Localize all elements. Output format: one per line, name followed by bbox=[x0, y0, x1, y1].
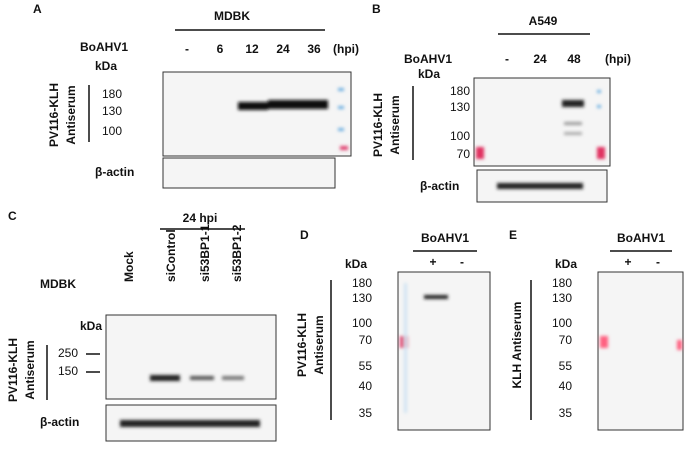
marker: 180 bbox=[450, 84, 470, 98]
kda: kDa bbox=[345, 257, 367, 271]
blot bbox=[597, 271, 684, 431]
blots bbox=[105, 71, 684, 442]
marker: 100 bbox=[102, 124, 122, 138]
lane-label: 6 bbox=[217, 42, 224, 56]
panel-letter: B bbox=[372, 2, 381, 16]
marker: 70 bbox=[457, 147, 471, 161]
lane-label: Mock bbox=[122, 251, 136, 282]
blot bbox=[162, 157, 336, 189]
loading: β-actin bbox=[40, 415, 79, 429]
timepoint: 24 hpi bbox=[183, 211, 218, 225]
treatment: BoAHV1 bbox=[80, 40, 128, 54]
cell-line: A549 bbox=[529, 14, 558, 28]
lane-label: 24 bbox=[533, 52, 547, 66]
lane-label: 24 bbox=[276, 42, 290, 56]
marker: 130 bbox=[352, 291, 372, 305]
marker: 150 bbox=[58, 364, 78, 378]
unit: (hpi) bbox=[605, 52, 631, 66]
blot bbox=[105, 314, 277, 400]
cell-line: MDBK bbox=[214, 9, 250, 23]
marker: 130 bbox=[102, 104, 122, 118]
marker: 35 bbox=[359, 406, 373, 420]
marker: 180 bbox=[352, 276, 372, 290]
cell-line: MDBK bbox=[40, 277, 76, 291]
panel-letter: C bbox=[8, 209, 17, 223]
loading: β-actin bbox=[95, 165, 134, 179]
marker: 130 bbox=[450, 100, 470, 114]
lane-label: si53BP1-1 bbox=[198, 224, 212, 282]
antibody: Antiserum bbox=[388, 95, 402, 154]
marker: 100 bbox=[450, 129, 470, 143]
antibody: PV116-KLH bbox=[295, 313, 309, 377]
kda: kDa bbox=[95, 59, 117, 73]
kda: kDa bbox=[80, 319, 102, 333]
antibody: Antiserum bbox=[64, 85, 78, 144]
antibody: Antiserum bbox=[23, 340, 37, 399]
marker: 40 bbox=[559, 379, 573, 393]
antibody: Antiserum bbox=[312, 315, 326, 374]
marker: 180 bbox=[102, 87, 122, 101]
antibody: KLH Antiserum bbox=[510, 302, 524, 389]
antibody: PV116-KLH bbox=[371, 93, 385, 157]
marker: 55 bbox=[559, 359, 573, 373]
bands bbox=[476, 90, 605, 189]
treatment: BoAHV1 bbox=[421, 231, 469, 245]
kda: kDa bbox=[418, 67, 440, 81]
lane-label: 12 bbox=[245, 42, 259, 56]
lane-label: siControl bbox=[164, 229, 178, 282]
lane-label: - bbox=[460, 255, 464, 269]
marker: 180 bbox=[552, 276, 572, 290]
panel-letter: E bbox=[509, 228, 517, 242]
lane-label: + bbox=[624, 255, 631, 269]
bands bbox=[120, 375, 260, 427]
marker: 250 bbox=[58, 346, 78, 360]
bands bbox=[400, 283, 448, 413]
marker: 40 bbox=[359, 379, 373, 393]
marker: 35 bbox=[559, 406, 573, 420]
lane-label: - bbox=[185, 42, 189, 56]
unit: (hpi) bbox=[333, 42, 359, 56]
blot bbox=[473, 77, 611, 167]
antibody: PV116-KLH bbox=[6, 338, 20, 402]
lane-label: 36 bbox=[307, 42, 321, 56]
bands bbox=[600, 336, 682, 350]
lane-label: si53BP1-2 bbox=[230, 224, 244, 282]
kda: kDa bbox=[555, 257, 577, 271]
rules bbox=[46, 29, 672, 420]
marker: 100 bbox=[352, 316, 372, 330]
treatment: BoAHV1 bbox=[404, 52, 452, 66]
blot bbox=[162, 71, 352, 157]
lane-label: - bbox=[505, 52, 509, 66]
marker: 130 bbox=[552, 291, 572, 305]
marker: 70 bbox=[359, 333, 373, 347]
panel-letter: D bbox=[300, 228, 309, 242]
marker: 55 bbox=[359, 359, 373, 373]
antibody: PV116-KLH bbox=[47, 83, 61, 147]
treatment: BoAHV1 bbox=[617, 231, 665, 245]
lane-label: - bbox=[656, 255, 660, 269]
lane-label: + bbox=[429, 255, 436, 269]
marker: 100 bbox=[552, 316, 572, 330]
lane-label: 48 bbox=[567, 52, 581, 66]
loading: β-actin bbox=[420, 179, 459, 193]
marker: 70 bbox=[559, 333, 573, 347]
panel-letter: A bbox=[33, 2, 42, 16]
